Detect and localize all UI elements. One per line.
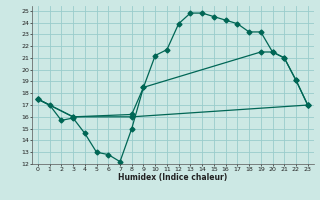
X-axis label: Humidex (Indice chaleur): Humidex (Indice chaleur) bbox=[118, 173, 228, 182]
